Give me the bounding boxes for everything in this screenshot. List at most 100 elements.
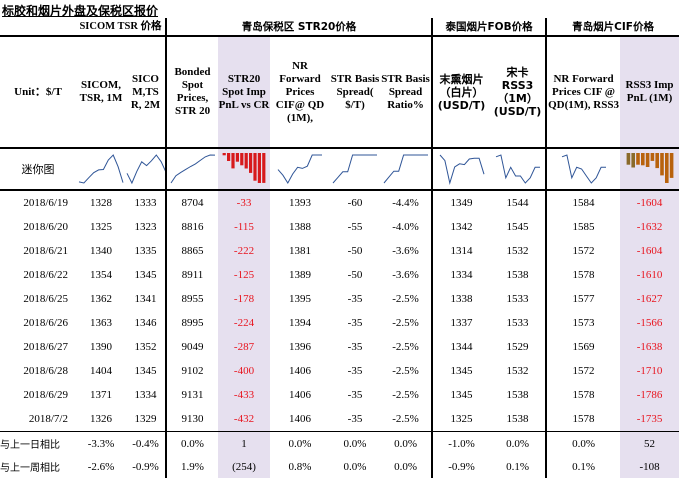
table-cell: -3.6% <box>380 263 434 287</box>
group-header-row: SICOM TSR 价格 青岛保税区 STR20价格 泰国烟片FOB价格 青岛烟… <box>0 18 679 37</box>
table-cell: 1394 <box>289 317 312 329</box>
table-cell: -1627 <box>620 287 679 311</box>
line-sparkline-icon <box>332 154 378 184</box>
table-cell: 1345 <box>126 359 168 383</box>
table-cell: -4.4% <box>380 190 434 215</box>
table-cell: 1533 <box>490 287 548 311</box>
table-cell: 1328 <box>90 197 112 209</box>
sparkbar-bar <box>650 153 654 161</box>
table-cell: -35 <box>347 389 363 401</box>
table-cell: -35 <box>347 365 363 377</box>
col-header-3: STR20 Spot Imp PnL vs CR <box>218 36 271 149</box>
line-sparkline-icon <box>383 154 428 184</box>
sparkbar-bar <box>222 153 226 156</box>
sparkbar-bar <box>669 153 673 178</box>
sparkline-cell <box>490 148 548 191</box>
table-cell: -2.5% <box>380 383 434 407</box>
column-header-row: Unit：$/T SICOM, TSR, 1M SICO M,TS R, 2M … <box>0 36 679 149</box>
row-date: 2018/6/20 <box>23 221 68 233</box>
row-date: 2018/6/29 <box>23 389 68 401</box>
change-cell: 0.0% <box>572 437 595 450</box>
table-cell: 1334 <box>126 383 168 407</box>
table-cell: 1371 <box>90 389 112 401</box>
col-header-6: STR Basis Spread Ratio% <box>380 36 434 149</box>
sparkline-cell <box>330 148 381 191</box>
table-cell: -2.5% <box>380 287 434 311</box>
sparkline-row: 迷你图 <box>0 148 679 191</box>
table-cell: -3.6% <box>380 239 434 263</box>
table-cell: 8816 <box>181 221 204 233</box>
table-row: 2018/6/19 1328 1333 8704 -33 1393 -60 -4.4% 1349… <box>0 190 679 215</box>
table-row: 2018/6/26 1363 1346 8995 -224 1394 -35 -2.5% 133… <box>0 311 679 335</box>
table-cell: 1341 <box>126 287 168 311</box>
change-cell: -108 <box>620 455 679 478</box>
table-cell: 1344 <box>450 341 473 353</box>
col-header-7: 末熏烟片（白片）(USD/T) <box>432 36 491 149</box>
sparkbar-bar <box>640 153 645 166</box>
sparkbar-bar <box>235 153 240 162</box>
table-cell: 1585 <box>572 221 595 233</box>
table-cell: -178 <box>218 287 271 311</box>
change-cell: 1.9% <box>181 460 204 473</box>
table-row: 2018/6/21 1340 1335 8865 -222 1381 -50 -3.6% 131… <box>0 239 679 263</box>
table-cell: -400 <box>218 359 271 383</box>
change-cell: -1.0% <box>448 437 475 450</box>
table-cell: 1538 <box>490 383 548 407</box>
table-cell: 1345 <box>126 263 168 287</box>
table-cell: 1533 <box>490 311 548 335</box>
change-cell: (254) <box>218 455 271 478</box>
table-cell: -125 <box>218 263 271 287</box>
table-cell: -33 <box>218 190 271 215</box>
sparkline-cell <box>380 148 434 191</box>
sparkline-path <box>332 154 378 184</box>
change-cell: 0.0% <box>288 437 312 450</box>
sparkline-label: 迷你图 <box>0 148 76 191</box>
table-cell: -1610 <box>620 263 679 287</box>
unit-label: Unit：$/T <box>0 36 76 149</box>
row-date: 2018/6/21 <box>23 245 68 257</box>
table-cell: -2.5% <box>380 311 434 335</box>
table-cell: 1388 <box>289 221 312 233</box>
change-label: 与上一日相比 <box>0 440 60 451</box>
table-cell: 1338 <box>450 293 473 305</box>
change-cell: 0.0% <box>380 455 434 478</box>
price-table: SICOM TSR 价格 青岛保税区 STR20价格 泰国烟片FOB价格 青岛烟… <box>0 18 679 478</box>
table-cell: 1544 <box>490 190 548 215</box>
sparkline-cell <box>166 148 219 191</box>
col-header-9: NR Forward Prices CIF @ QD(1M), RSS3 <box>546 36 621 149</box>
row-date: 2018/6/19 <box>23 197 68 209</box>
table-cell: 1577 <box>572 293 595 305</box>
table-cell: 1334 <box>450 269 473 281</box>
table-cell: 1325 <box>432 407 491 432</box>
sparkbar-bar <box>654 153 659 169</box>
sparkbar-bar <box>635 153 640 165</box>
table-cell: 1363 <box>90 317 112 329</box>
row-date: 2018/6/27 <box>23 341 68 353</box>
change-cell: 0.0% <box>343 437 367 450</box>
corner-cell <box>0 18 76 37</box>
line-sparkline-icon <box>126 154 165 185</box>
table-cell: 1390 <box>90 341 112 353</box>
row-date: 2018/6/28 <box>23 365 68 377</box>
table-cell: -115 <box>218 215 271 239</box>
table-cell: 1325 <box>90 221 112 233</box>
table-cell: 8995 <box>181 317 204 329</box>
row-date: 2018/7/2 <box>0 407 76 432</box>
line-sparkline-icon <box>170 154 215 184</box>
table-cell: 1314 <box>450 245 473 257</box>
table-cell: -1735 <box>620 407 679 432</box>
sparkbar-bar <box>659 153 664 176</box>
table-cell: 9102 <box>181 365 204 377</box>
sparkbar-bar <box>244 153 248 169</box>
table-cell: 1340 <box>90 245 112 257</box>
change-cell: 0.0% <box>343 460 367 473</box>
table-cell: 1572 <box>572 245 595 257</box>
table-cell: 8865 <box>181 245 204 257</box>
table-row: 2018/6/22 1354 1345 8911 -125 1389 -50 -3.6% 133… <box>0 263 679 287</box>
table-cell: 1393 <box>289 197 312 209</box>
sparkbar-bar <box>231 153 235 169</box>
sparkline-path <box>126 154 165 185</box>
line-sparkline-icon <box>439 154 485 185</box>
col-header-2: Bonded Spot Prices, STR 20 <box>166 36 219 149</box>
table-cell: -50 <box>347 269 363 281</box>
